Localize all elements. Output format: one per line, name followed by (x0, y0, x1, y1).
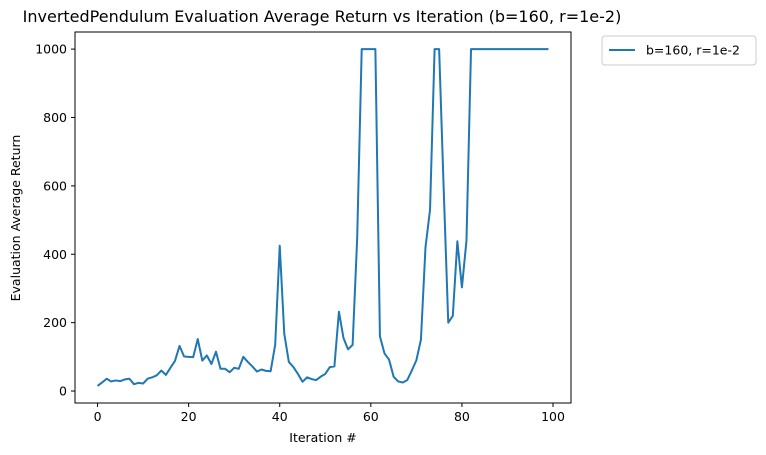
y-tick-label: 1000 (35, 42, 67, 57)
y-tick-label: 0 (59, 384, 67, 399)
y-tick-label: 200 (43, 315, 67, 330)
x-tick-label: 80 (454, 409, 470, 424)
y-axis-label: Evaluation Average Return (8, 135, 23, 302)
x-tick-label: 40 (272, 409, 288, 424)
legend: b=160, r=1e-2 (601, 35, 757, 66)
series-line (96, 48, 549, 387)
series-group (96, 48, 549, 387)
y-tick-label: 600 (43, 178, 67, 193)
y-tick-label: 800 (43, 110, 67, 125)
x-tick-label: 60 (363, 409, 379, 424)
x-axis: 0 20 40 60 80 100 (94, 403, 565, 424)
x-tick-label: 0 (94, 409, 102, 424)
legend-label: b=160, r=1e-2 (646, 43, 740, 58)
y-axis: 0 200 400 600 800 1000 (35, 42, 75, 399)
plot-frame (74, 31, 572, 404)
x-axis-label: Iteration # (289, 430, 356, 445)
x-tick-label: 100 (541, 409, 565, 424)
chart-title: InvertedPendulum Evaluation Average Retu… (23, 7, 622, 26)
plot-area: 0 20 40 60 80 100 0 200 400 600 800 1000 (35, 31, 572, 424)
legend-frame (601, 35, 757, 66)
y-tick-label: 400 (43, 247, 67, 262)
x-tick-label: 20 (181, 409, 197, 424)
